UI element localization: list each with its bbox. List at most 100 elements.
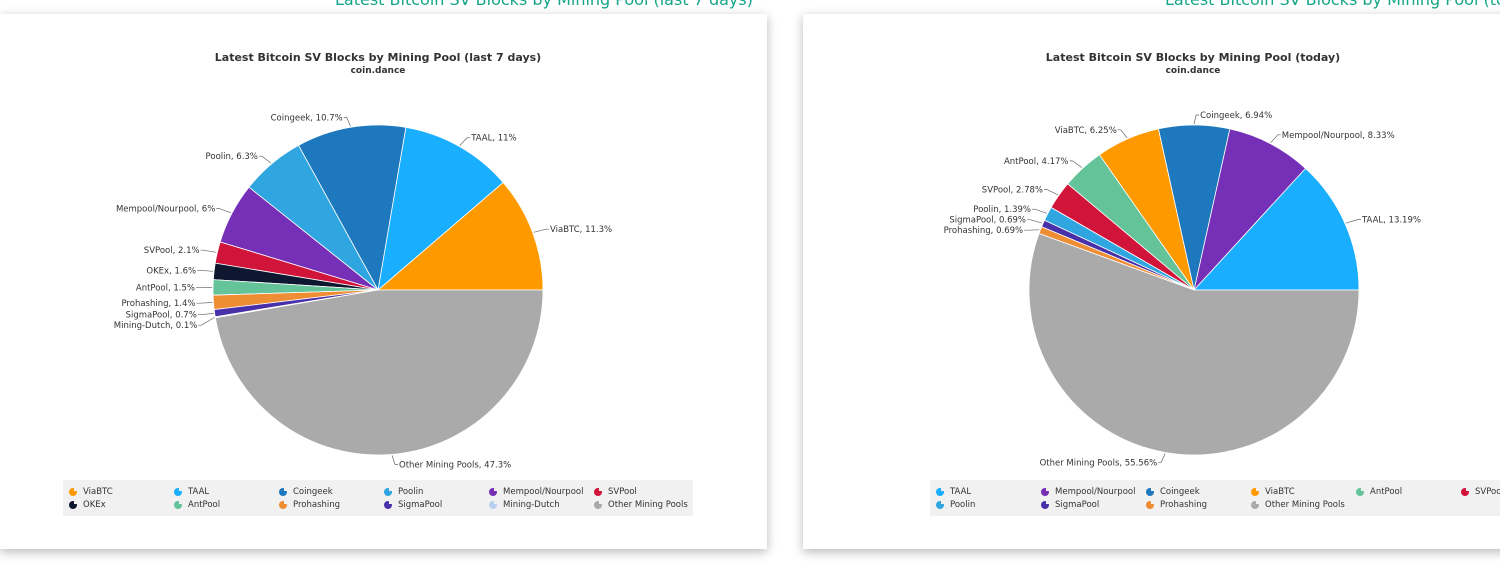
label-connector [196, 302, 213, 304]
label-connector [533, 228, 549, 233]
slice-labels: Coingeek, 10.7% Poolin, 6.3% Mempool/Nourp… [114, 113, 612, 470]
label-connector [1345, 219, 1361, 224]
label-connector [198, 317, 215, 326]
label-connector [197, 269, 214, 272]
slice-label-other-mining-pools: Other Mining Pools, 47.3% [399, 460, 511, 470]
label-connector [1270, 134, 1281, 144]
legend-item-prohashing[interactable]: Prohashing [273, 498, 378, 511]
legend-item-okex[interactable]: OKEx [63, 498, 168, 511]
slice-label-okex: OKEx, 1.6% [146, 266, 196, 276]
pie-legend-icon [1041, 499, 1050, 509]
legend-item-viabtc[interactable]: ViaBTC [1245, 485, 1350, 498]
legend-label: SVPool [1475, 486, 1500, 497]
label-connector [1117, 129, 1128, 139]
legend-label: SVPool [608, 486, 637, 497]
pie-slice-taal[interactable] [1193, 167, 1360, 291]
pie-slice-taal[interactable] [377, 126, 504, 292]
legend-label: ViaBTC [1265, 486, 1295, 497]
legend-label: Other Mining Pools [1265, 499, 1345, 510]
legend-item-mempool-nourpool[interactable]: Mempool/Nourpool [1035, 485, 1140, 498]
chart-title: Latest Bitcoin SV Blocks by Mining Pool … [1046, 51, 1340, 64]
pie-legend-icon [1146, 486, 1155, 496]
pie-slice-coingeek[interactable] [297, 124, 407, 292]
legend-item-coingeek[interactable]: Coingeek [1140, 485, 1245, 498]
slice-label-taal: TAAL, 13.19% [1361, 216, 1421, 226]
legend-label: SigmaPool [1055, 499, 1100, 510]
legend-item-taal[interactable]: TAAL [930, 485, 1035, 498]
legend-item-coingeek[interactable]: Coingeek [273, 485, 378, 498]
slice-labels: ViaBTC, 6.25% AntPool, 4.17% SVPool, 2.78%… [944, 111, 1421, 468]
slice-label-viabtc: ViaBTC, 11.3% [550, 225, 612, 235]
legend-item-prohashing[interactable]: Prohashing [1140, 498, 1245, 511]
chart-legend: TAAL Mempool/Nourpool Coingeek ViaBTC AntPoo… [930, 480, 1500, 516]
pie-legend-icon [489, 486, 498, 496]
label-connector [1069, 160, 1083, 168]
legend-label: Other Mining Pools [608, 499, 688, 510]
legend-label: Coingeek [1160, 486, 1200, 497]
label-connector [459, 137, 471, 146]
legend-label: Poolin [398, 486, 424, 497]
pie-legend-icon [489, 499, 498, 509]
pie-slice-mempool-nourpool[interactable] [1193, 128, 1307, 292]
pie-legend-icon [936, 499, 945, 509]
slice-label-coingeek: Coingeek, 10.7% [271, 113, 343, 123]
pie-legend-icon [69, 499, 78, 509]
legend-label: TAAL [950, 486, 972, 497]
slice-label-svpool: SVPool, 2.78% [982, 186, 1043, 196]
right-chart-heading: Latest Bitcoin SV Blocks by Mining Pool … [1165, 0, 1500, 10]
pie-slice-other-mining-pools[interactable] [1028, 232, 1360, 456]
chart-title: Latest Bitcoin SV Blocks by Mining Pool … [215, 51, 541, 64]
legend-item-mining-dutch[interactable]: Mining-Dutch [483, 498, 588, 511]
slice-label-mempool-nourpool: Mempool/Nourpool, 6% [116, 205, 215, 215]
slice-label-poolin: Poolin, 6.3% [206, 152, 258, 162]
pie-legend-icon [1461, 486, 1470, 496]
legend-label: AntPool [1370, 486, 1403, 497]
legend-item-other-mining-pools[interactable]: Other Mining Pools [588, 498, 693, 511]
pie-slices [1028, 124, 1360, 456]
legend-item-other-mining-pools[interactable]: Other Mining Pools [1245, 498, 1350, 511]
legend-item-taal[interactable]: TAAL [168, 485, 273, 498]
label-connector [200, 249, 217, 253]
legend-item-antpool[interactable]: AntPool [1350, 485, 1455, 498]
chart-subtitle: coin.dance [351, 66, 406, 76]
pie-slices [212, 124, 544, 456]
chart-card-today: Latest Bitcoin SV Blocks by Mining Pool … [803, 14, 1500, 549]
pie-legend-icon [1146, 499, 1155, 509]
label-connector [1158, 453, 1166, 463]
legend-item-svpool[interactable]: SVPool [1455, 485, 1500, 498]
legend-item-poolin[interactable]: Poolin [378, 485, 483, 498]
slice-label-poolin: Poolin, 1.39% [973, 205, 1031, 215]
pie-legend-icon [384, 499, 393, 509]
slice-label-antpool: AntPool, 1.5% [136, 283, 195, 293]
chart-subtitle: coin.dance [1166, 66, 1221, 76]
slice-label-viabtc: ViaBTC, 6.25% [1055, 126, 1117, 136]
pie-legend-icon [594, 499, 603, 509]
pie-chart-today: Latest Bitcoin SV Blocks by Mining Pool … [944, 51, 1421, 468]
top-heading-strip: Latest Bitcoin SV Blocks by Mining Pool … [0, 0, 1500, 10]
legend-item-sigmapool[interactable]: SigmaPool [1035, 498, 1140, 511]
legend-item-poolin[interactable]: Poolin [930, 498, 1035, 511]
pie-legend-icon [174, 486, 183, 496]
legend-label: Mempool/Nourpool [503, 486, 584, 497]
legend-item-antpool[interactable]: AntPool [168, 498, 273, 511]
left-chart-heading: Latest Bitcoin SV Blocks by Mining Pool … [335, 0, 753, 10]
legend-item-svpool[interactable]: SVPool [588, 485, 693, 498]
slice-label-antpool: AntPool, 4.17% [1004, 157, 1069, 167]
pie-legend-icon [936, 486, 945, 496]
legend-item-sigmapool[interactable]: SigmaPool [378, 498, 483, 511]
legend-label: Poolin [950, 499, 976, 510]
legend-label: TAAL [188, 486, 210, 497]
pie-slice-viabtc[interactable] [376, 181, 544, 291]
legend-label: Mining-Dutch [503, 499, 560, 510]
pie-chart-7-days: Latest Bitcoin SV Blocks by Mining Pool … [114, 51, 612, 470]
legend-item-viabtc[interactable]: ViaBTC [63, 485, 168, 498]
slice-label-mempool-nourpool: Mempool/Nourpool, 8.33% [1282, 131, 1395, 141]
legend-item-mempool-nourpool[interactable]: Mempool/Nourpool [483, 485, 588, 498]
slice-label-other-mining-pools: Other Mining Pools, 55.56% [1040, 458, 1158, 468]
slice-label-prohashing: Prohashing, 1.4% [121, 299, 195, 309]
slice-label-prohashing: Prohashing, 0.69% [944, 226, 1023, 236]
label-connector [343, 117, 351, 127]
slice-label-sigmapool: SigmaPool, 0.69% [949, 216, 1026, 226]
pie-legend-icon [1041, 486, 1050, 496]
pie-slice-other-mining-pools[interactable] [214, 289, 544, 456]
